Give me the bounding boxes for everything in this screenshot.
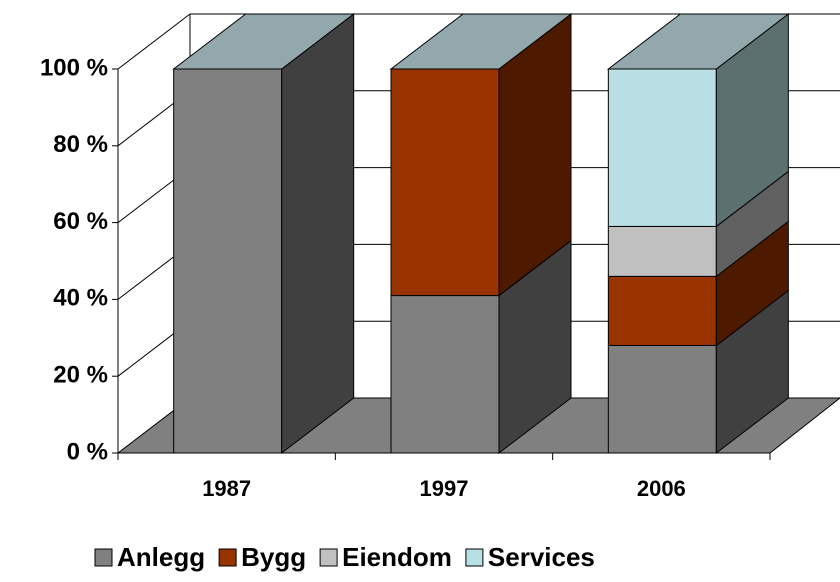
legend-swatch <box>465 548 484 567</box>
bar-segment <box>607 275 717 346</box>
bar-side <box>281 12 355 455</box>
legend-swatch <box>319 548 338 567</box>
bars <box>172 12 790 455</box>
bar-segment <box>173 68 283 454</box>
legend-swatch <box>218 548 237 567</box>
legend-label: Services <box>488 542 595 572</box>
x-tick-label: 2006 <box>637 476 686 501</box>
bar-segment <box>607 344 717 454</box>
x-tick-label: 1987 <box>202 476 251 501</box>
y-tick-label: 60 % <box>53 208 108 235</box>
legend-swatch <box>94 548 113 567</box>
legend-label: Eiendom <box>342 542 452 572</box>
bar-segment <box>607 225 717 277</box>
y-tick-label: 0 % <box>67 438 108 465</box>
bar-top <box>172 13 356 70</box>
bar-segment <box>607 68 717 227</box>
bar-segment <box>390 68 500 297</box>
y-tick-label: 80 % <box>53 131 108 158</box>
bar-top <box>389 13 573 70</box>
bar-segment <box>390 295 500 454</box>
grid-line <box>117 13 191 70</box>
x-tick-label: 1997 <box>420 476 469 501</box>
bar-top <box>606 13 790 70</box>
y-tick-label: 100 % <box>40 54 108 81</box>
y-tick-label: 40 % <box>53 285 108 312</box>
y-tick-label: 20 % <box>53 362 108 389</box>
legend: Anlegg Bygg Eiendom Services <box>94 542 595 572</box>
legend-label: Bygg <box>241 542 306 572</box>
legend-label: Anlegg <box>117 542 205 572</box>
